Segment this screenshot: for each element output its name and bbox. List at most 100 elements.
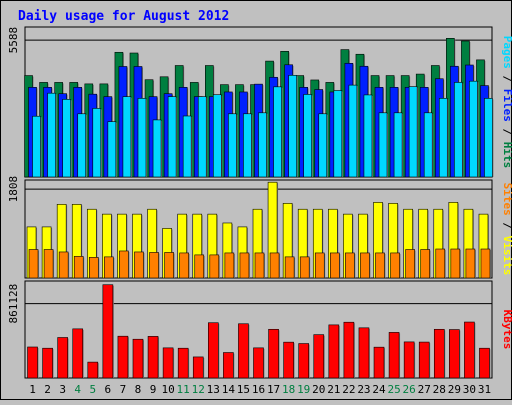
bar-pages-day-29 <box>454 82 463 178</box>
bar-kbytes-day-17 <box>268 328 279 379</box>
x-tick-day-11: 11 <box>177 383 190 396</box>
side-label-separator: / <box>501 216 512 236</box>
y-max-label-visits-sites: 1808 <box>7 176 20 203</box>
bar-sites-day-1 <box>28 249 39 279</box>
x-tick-day-18: 18 <box>282 383 295 396</box>
bar-kbytes-day-5 <box>87 361 99 379</box>
bar-pages-day-2 <box>47 92 56 178</box>
bar-sites-day-13 <box>209 254 220 279</box>
bar-sites-day-27 <box>420 249 431 279</box>
x-tick-day-15: 15 <box>237 383 250 396</box>
side-label-separator: / <box>501 69 512 89</box>
x-tick-day-23: 23 <box>357 383 370 396</box>
panel-visits-sites: 1808 Sites / Visits <box>7 176 512 279</box>
bar-sites-day-3 <box>58 251 69 279</box>
x-tick-day-1: 1 <box>29 383 36 396</box>
bar-sites-day-7 <box>119 250 129 279</box>
bar-kbytes-day-6 <box>102 284 114 379</box>
x-tick-day-25: 25 <box>387 383 400 396</box>
side-label-hits: Hits <box>501 142 512 169</box>
side-label-visits-sites: Sites / Visits <box>501 183 512 276</box>
bar-kbytes-day-3 <box>57 337 68 379</box>
x-axis: 1 2 3 4 5 6 7 8 9 10 11 12 13 14 15 16 17 18 19 20 21 22 23 24 2… <box>29 383 491 396</box>
bar-sites-day-22 <box>345 252 355 279</box>
bar-pages-day-9 <box>152 119 162 178</box>
bar-sites-day-14 <box>224 252 235 279</box>
side-label-separator: / <box>501 122 512 142</box>
bar-pages-day-28 <box>438 98 448 178</box>
bar-kbytes-day-26 <box>403 341 415 379</box>
bar-pages-day-30 <box>469 80 478 178</box>
bar-pages-day-19 <box>303 94 312 178</box>
bar-pages-day-1 <box>32 115 41 178</box>
bar-sites-day-31 <box>480 248 491 279</box>
bar-sites-day-9 <box>149 252 159 279</box>
y-max-label-hits-files-pages: 5588 <box>7 27 20 54</box>
bar-sites-day-20 <box>314 252 325 279</box>
bar-pages-day-23 <box>363 94 373 178</box>
bar-kbytes-day-8 <box>132 338 144 379</box>
bar-kbytes-day-28 <box>433 328 445 379</box>
bar-sites-day-5 <box>88 257 99 279</box>
bar-pages-day-26 <box>408 86 418 178</box>
bar-kbytes-day-19 <box>298 343 309 379</box>
bar-pages-day-27 <box>423 112 433 178</box>
bar-kbytes-day-29 <box>449 329 460 379</box>
bar-sites-day-26 <box>405 249 415 279</box>
x-tick-day-29: 29 <box>448 383 461 396</box>
bar-kbytes-day-24 <box>373 346 385 379</box>
side-label-files: Files <box>501 89 512 122</box>
bar-pages-day-5 <box>92 108 102 178</box>
bar-kbytes-day-7 <box>117 335 129 379</box>
x-tick-day-6: 6 <box>105 383 112 396</box>
bar-sites-day-28 <box>435 248 446 279</box>
side-label-sites: Sites <box>501 183 512 216</box>
y-max-label-kbytes: 861128 <box>7 284 20 324</box>
side-label-kbytes: KBytes <box>501 310 512 350</box>
bar-pages-day-31 <box>484 98 493 178</box>
bar-pages-day-12 <box>197 96 207 178</box>
bar-pages-day-6 <box>107 121 117 178</box>
x-tick-day-5: 5 <box>89 383 96 396</box>
bar-pages-day-17 <box>273 86 282 178</box>
bar-sites-day-6 <box>104 256 114 279</box>
side-label-visits: Visits <box>501 236 512 276</box>
bar-pages-day-7 <box>122 96 132 178</box>
bar-pages-day-18 <box>288 75 297 178</box>
bar-pages-day-15 <box>243 113 252 178</box>
bar-kbytes-day-27 <box>418 341 430 379</box>
bar-kbytes-day-13 <box>208 322 219 379</box>
bar-sites-day-18 <box>284 256 295 279</box>
bar-sites-day-4 <box>73 256 84 279</box>
bar-pages-day-13 <box>213 94 222 178</box>
bar-pages-day-21 <box>333 90 343 178</box>
chart-title: Daily usage for August 2012 <box>18 9 229 24</box>
x-tick-day-2: 2 <box>44 383 51 396</box>
bar-sites-day-30 <box>465 248 476 279</box>
bar-kbytes-day-15 <box>238 323 249 379</box>
bar-kbytes-day-31 <box>479 347 490 379</box>
bar-pages-day-4 <box>77 113 87 178</box>
bar-kbytes-day-22 <box>343 321 355 379</box>
x-tick-day-20: 20 <box>312 383 325 396</box>
bar-sites-day-17 <box>269 252 280 279</box>
bar-kbytes-day-18 <box>283 341 294 379</box>
x-tick-day-14: 14 <box>222 383 236 396</box>
bar-sites-day-8 <box>134 251 144 279</box>
bar-sites-day-12 <box>194 254 205 279</box>
x-tick-day-17: 17 <box>267 383 280 396</box>
bar-kbytes-day-25 <box>388 332 400 379</box>
bar-sites-day-19 <box>299 256 310 279</box>
bar-kbytes-day-1 <box>27 346 38 379</box>
x-tick-day-22: 22 <box>342 383 355 396</box>
x-tick-day-19: 19 <box>297 383 310 396</box>
x-tick-day-16: 16 <box>252 383 265 396</box>
x-tick-day-7: 7 <box>120 383 127 396</box>
x-tick-day-12: 12 <box>192 383 205 396</box>
bar-kbytes-day-4 <box>72 328 84 379</box>
bar-pages-day-22 <box>348 84 358 178</box>
bar-pages-day-24 <box>378 112 388 178</box>
side-label-hits-files-pages: Pages / Files / Hits <box>501 36 512 169</box>
